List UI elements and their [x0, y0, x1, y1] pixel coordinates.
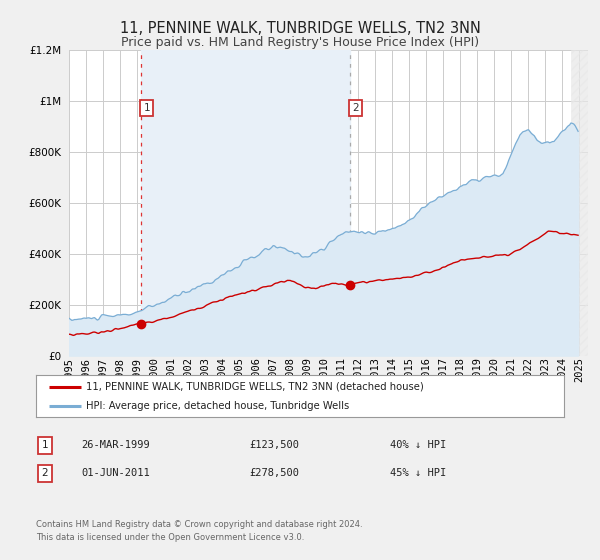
Text: HPI: Average price, detached house, Tunbridge Wells: HPI: Average price, detached house, Tunb…: [86, 401, 349, 411]
Text: £278,500: £278,500: [249, 468, 299, 478]
Text: 2: 2: [41, 468, 49, 478]
Text: 26-MAR-1999: 26-MAR-1999: [81, 440, 150, 450]
Text: This data is licensed under the Open Government Licence v3.0.: This data is licensed under the Open Gov…: [36, 533, 304, 542]
Text: Price paid vs. HM Land Registry's House Price Index (HPI): Price paid vs. HM Land Registry's House …: [121, 36, 479, 49]
Text: 1: 1: [143, 102, 150, 113]
Text: 2: 2: [352, 102, 359, 113]
Bar: [571, 50, 588, 356]
Bar: [141, 50, 350, 356]
Text: 01-JUN-2011: 01-JUN-2011: [81, 468, 150, 478]
Text: £123,500: £123,500: [249, 440, 299, 450]
Text: 40% ↓ HPI: 40% ↓ HPI: [390, 440, 446, 450]
Text: 11, PENNINE WALK, TUNBRIDGE WELLS, TN2 3NN: 11, PENNINE WALK, TUNBRIDGE WELLS, TN2 3…: [119, 21, 481, 36]
Text: 1: 1: [41, 440, 49, 450]
Text: 45% ↓ HPI: 45% ↓ HPI: [390, 468, 446, 478]
Text: Contains HM Land Registry data © Crown copyright and database right 2024.: Contains HM Land Registry data © Crown c…: [36, 520, 362, 529]
Text: 11, PENNINE WALK, TUNBRIDGE WELLS, TN2 3NN (detached house): 11, PENNINE WALK, TUNBRIDGE WELLS, TN2 3…: [86, 381, 424, 391]
